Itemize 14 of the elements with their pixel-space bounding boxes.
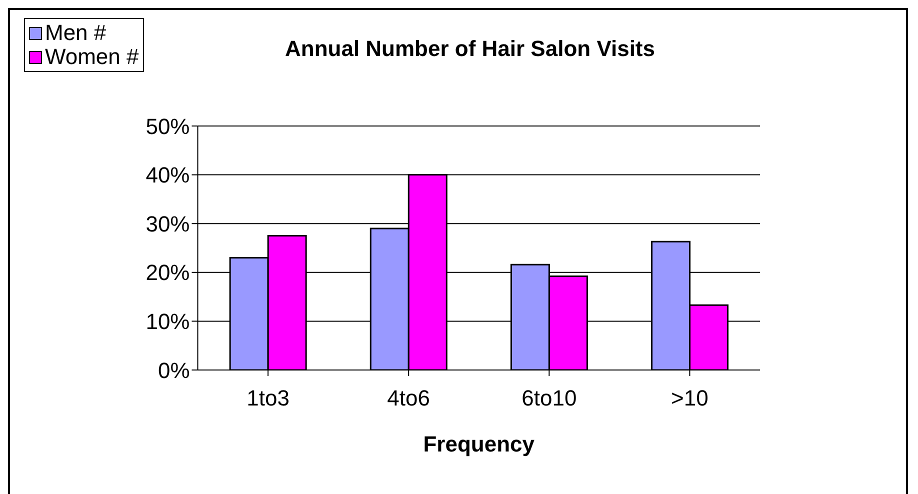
y-tick-label: 0% [158, 358, 190, 383]
x-tick-label: 1to3 [246, 386, 290, 411]
x-axis-title: Frequency [423, 432, 536, 457]
legend-label: Women # [45, 44, 139, 69]
y-tick-label: 40% [146, 162, 190, 188]
chart-title: Annual Number of Hair Salon Visits [284, 36, 656, 62]
x-tick-label: >10 [671, 386, 708, 411]
x-tick-label: 6to10 [522, 386, 577, 411]
y-tick-label: 30% [146, 211, 190, 236]
y-tick-label: 50% [146, 114, 190, 139]
y-tick-label: 20% [146, 260, 190, 286]
y-tick-label: 10% [146, 309, 190, 334]
legend-label: Men # [45, 20, 106, 45]
x-tick-label: 4to6 [387, 386, 430, 411]
